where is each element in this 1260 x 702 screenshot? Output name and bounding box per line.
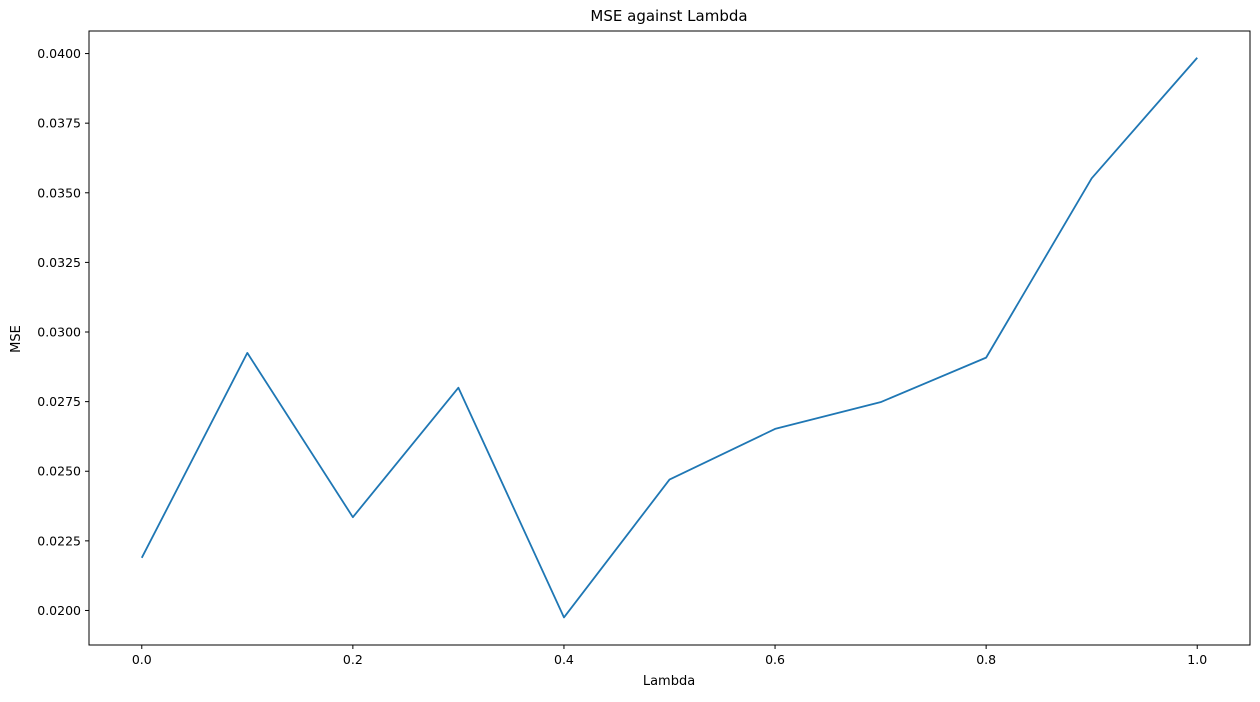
x-tick-label: 0.8 <box>976 652 996 667</box>
x-axis-ticks: 0.0 0.2 0.4 0.6 0.8 1.0 <box>132 645 1207 667</box>
y-tick-label: 0.0300 <box>37 325 81 340</box>
plot-area <box>88 30 1251 646</box>
y-tick-label: 0.0275 <box>37 394 81 409</box>
x-tick-label: 0.4 <box>554 652 574 667</box>
x-tick-label: 1.0 <box>1187 652 1207 667</box>
plot-frame <box>88 30 1251 646</box>
y-tick-label: 0.0400 <box>37 46 81 61</box>
y-tick-label: 0.0325 <box>37 255 81 270</box>
x-tick-label: 0.6 <box>765 652 785 667</box>
x-axis-label: Lambda <box>643 674 695 689</box>
y-tick-label: 0.0225 <box>37 533 81 548</box>
y-tick-label: 0.0250 <box>37 464 81 479</box>
y-axis-ticks: 0.0200 0.0225 0.0250 0.0275 0.0300 0.0325 0.03… <box>37 46 89 618</box>
chart-title: MSE against Lambda <box>590 7 747 25</box>
y-tick-label: 0.0350 <box>37 185 81 200</box>
x-tick-label: 0.2 <box>343 652 363 667</box>
x-tick-label: 0.0 <box>132 652 152 667</box>
y-tick-label: 0.0375 <box>37 116 81 131</box>
y-axis-label: MSE <box>9 325 24 353</box>
y-tick-label: 0.0200 <box>37 603 81 618</box>
series-line-0 <box>140 57 1198 619</box>
